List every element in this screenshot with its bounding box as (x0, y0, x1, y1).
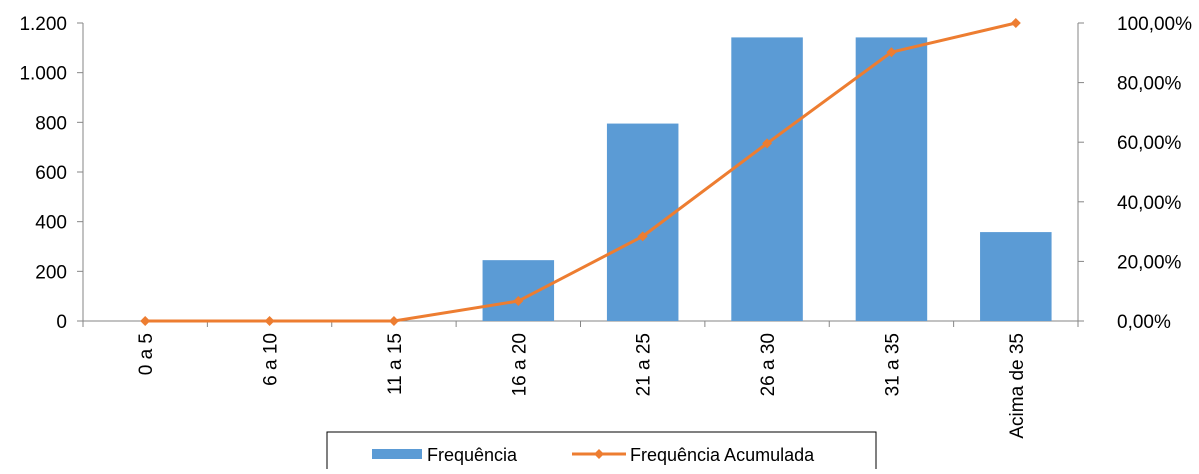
right-tick-label: 80,00% (1117, 74, 1182, 95)
cumulative-line (145, 21, 1017, 323)
category-label: 0 a 5 (136, 333, 157, 375)
category-label: 16 a 20 (509, 333, 530, 396)
line-marker (388, 316, 399, 326)
category-label: 21 a 25 (634, 333, 655, 396)
category-label: 26 a 30 (758, 333, 779, 396)
legend-label-frequencia: Frequência (427, 445, 518, 465)
labels-group: 0 200 400 600 800 1.000 1.200 0,00% 20,00% 40,00%… (19, 14, 1192, 439)
bar (731, 37, 803, 322)
right-tick-label: 40,00% (1117, 193, 1182, 214)
right-tick-label: 60,00% (1117, 133, 1182, 154)
left-tick-label: 1.200 (19, 14, 67, 35)
legend: Frequência Frequência Acumulada (326, 431, 877, 473)
right-tick-label: 100,00% (1117, 14, 1192, 35)
line-marker (1010, 18, 1021, 28)
bar (855, 37, 928, 322)
line-marker (140, 316, 151, 326)
legend-label-frequencia-acumulada: Frequência Acumulada (630, 445, 815, 465)
bar (606, 123, 679, 321)
line-marker (513, 296, 524, 307)
right-tick-label: 20,00% (1117, 252, 1182, 273)
category-label: 6 a 10 (261, 333, 282, 386)
left-tick-label: 200 (35, 262, 67, 283)
bars-group (482, 37, 1052, 322)
left-tick-label: 400 (35, 213, 67, 234)
category-label: Acima de 35 (1007, 333, 1028, 439)
left-tick-label: 1.000 (19, 64, 67, 85)
line-marker (762, 138, 773, 149)
category-label: 31 a 35 (882, 333, 903, 396)
left-tick-label: 600 (35, 163, 67, 184)
left-tick-label: 0 (56, 312, 67, 333)
line-marker (886, 47, 897, 58)
bar (980, 232, 1052, 321)
cumulative-line-group (140, 18, 1021, 326)
category-label: 11 a 15 (385, 333, 406, 395)
line-marker (264, 316, 275, 326)
right-tick-label: 0,00% (1117, 312, 1171, 333)
line-marker (637, 231, 648, 242)
left-tick-label: 800 (35, 113, 67, 134)
bar (482, 260, 555, 321)
legend-swatch-bar (372, 449, 422, 459)
legend-swatch-marker (594, 449, 604, 459)
axes-group (77, 22, 1084, 327)
